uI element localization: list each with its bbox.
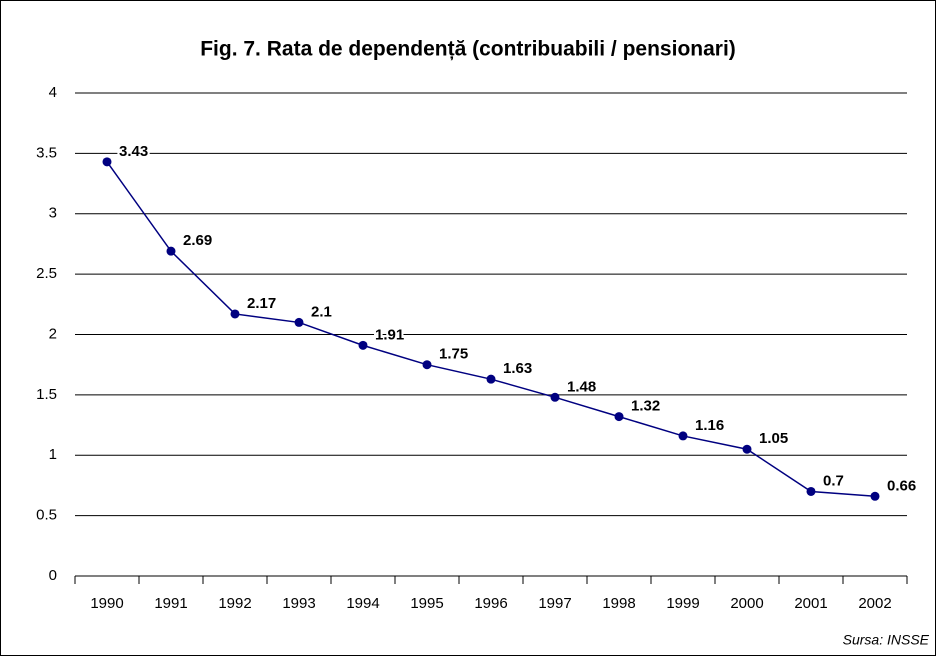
data-label: 1.16: [695, 417, 724, 434]
x-tick-label: 1997: [538, 595, 571, 612]
data-point: [166, 246, 176, 256]
data-point: [742, 444, 752, 454]
x-tick-label: 1999: [666, 595, 699, 612]
data-point: [486, 374, 496, 384]
x-tick-label: 1996: [474, 595, 507, 612]
data-point: [230, 309, 240, 319]
x-tick-label: 1993: [282, 595, 315, 612]
data-label: 1.48: [567, 378, 596, 395]
data-label: 2.17: [247, 295, 276, 312]
source-note: Sursa: INSSE: [843, 632, 930, 648]
data-label: 3.43: [119, 143, 148, 160]
x-tick-label: 2001: [794, 595, 827, 612]
x-tick-label: 2002: [858, 595, 891, 612]
y-tick-label: 0: [49, 567, 57, 584]
data-point: [550, 392, 560, 402]
y-tick-label: 1.5: [36, 386, 57, 403]
x-tick-label: 1998: [602, 595, 635, 612]
data-label: 0.7: [823, 472, 844, 489]
data-label: 1.32: [631, 398, 660, 415]
data-label: 1.91: [375, 326, 404, 343]
data-point: [102, 157, 112, 167]
y-tick-label: 3.5: [36, 144, 57, 161]
data-label: 1.75: [439, 346, 468, 363]
data-point: [614, 412, 624, 422]
data-label: 0.66: [887, 477, 916, 494]
data-point: [678, 431, 688, 441]
y-tick-label: 2.5: [36, 265, 57, 282]
data-point: [294, 317, 304, 327]
data-point: [870, 491, 880, 501]
x-tick-label: 1994: [346, 595, 379, 612]
y-tick-label: 3: [49, 205, 57, 222]
data-label: 2.69: [183, 232, 212, 249]
data-label: 1.05: [759, 430, 788, 447]
data-label: 1.63: [503, 360, 532, 377]
data-point: [422, 360, 432, 370]
data-point: [806, 486, 816, 496]
y-tick-label: 2: [49, 325, 57, 342]
data-point: [358, 340, 368, 350]
x-tick-label: 1991: [154, 595, 187, 612]
x-tick-label: 1990: [90, 595, 123, 612]
y-tick-label: 1: [49, 446, 57, 463]
data-label: 2.1: [311, 303, 332, 320]
x-tick-label: 2000: [730, 595, 763, 612]
y-tick-label: 4: [49, 84, 57, 101]
chart-title: Fig. 7. Rata de dependență (contribuabil…: [200, 38, 736, 61]
x-tick-label: 1992: [218, 595, 251, 612]
y-tick-label: 0.5: [36, 507, 57, 524]
x-tick-label: 1995: [410, 595, 443, 612]
